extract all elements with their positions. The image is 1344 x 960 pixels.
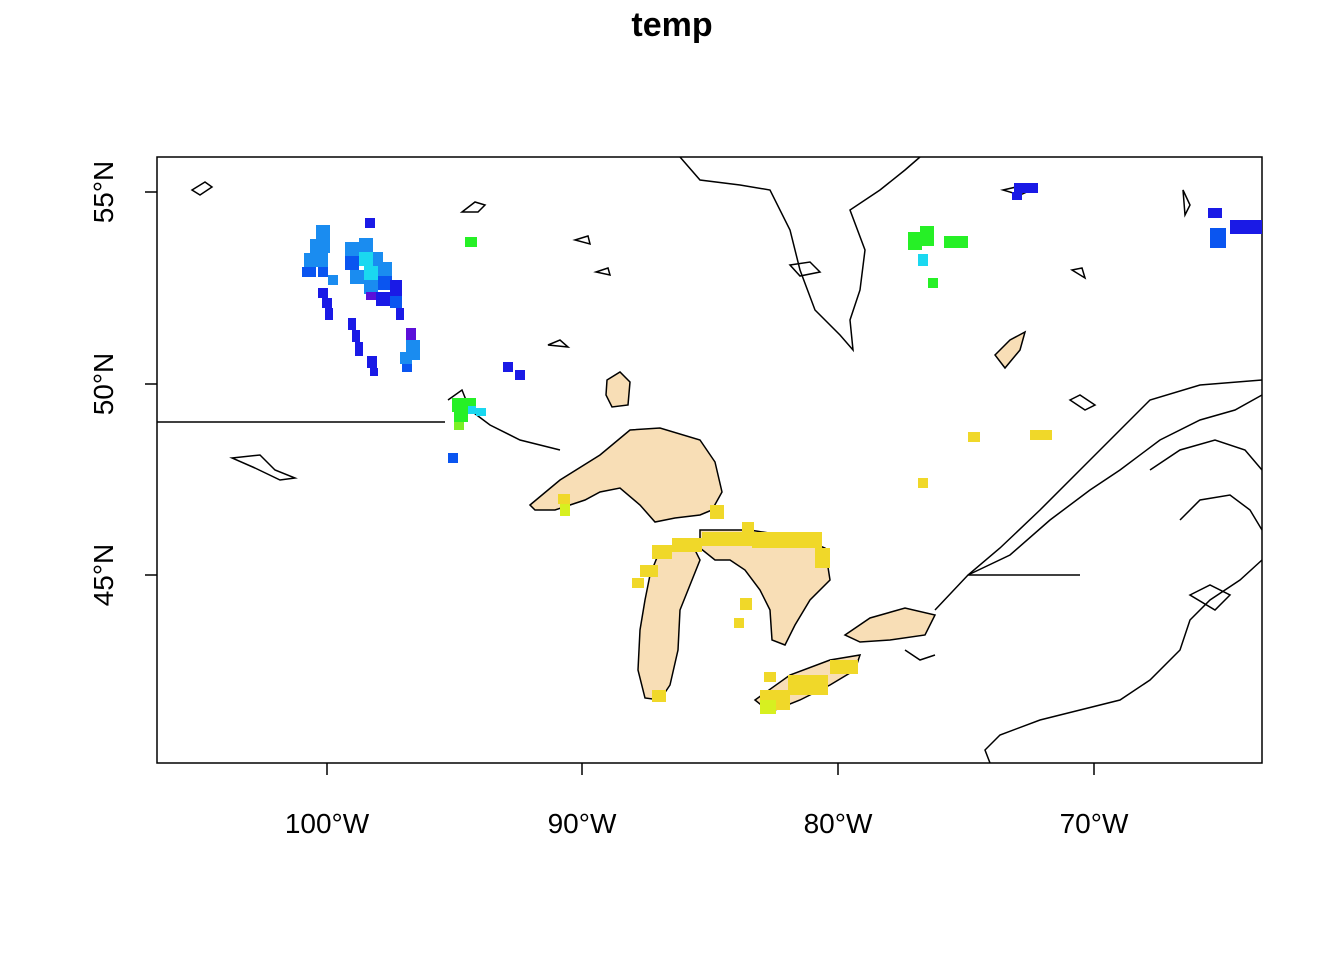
maritimes-coast [984,559,1263,764]
lake-nipigon [606,372,630,407]
plot-title: temp [631,6,713,44]
nb-ns-coast [1179,494,1263,531]
y-tick-label: 50°N [88,353,119,416]
x-tick-label: 90°W [548,808,617,839]
great-lakes [530,332,1025,712]
lake-superior-shore [528,427,723,523]
x-tick-label: 80°W [804,808,873,839]
y-axis: 45°N 50°N 55°N [88,161,157,607]
mistassini-shore [994,330,1027,370]
x-axis: 100°W 90°W 80°W 70°W [285,763,1129,839]
lake-huron [700,530,830,645]
lake-michigan [638,540,700,700]
x-tick-label: 100°W [285,808,370,839]
st-lawrence-shore [934,379,1263,611]
st-lawrence-south-shore [967,394,1263,576]
y-tick-label: 45°N [88,544,119,607]
gaspe-coast [1149,439,1263,471]
lake-of-woods [447,388,561,451]
x-tick-label: 70°W [1060,808,1129,839]
lake-ontario [845,608,935,642]
lake-superior [530,428,722,522]
nipigon-shore [605,371,631,408]
temp-raster [302,183,1262,714]
lake-ontario-shore [843,607,937,643]
y-tick-label: 55°N [88,161,119,224]
hudson-bay-coast [679,156,921,353]
plot-frame [156,156,1263,764]
lake-mistassini [995,332,1025,368]
